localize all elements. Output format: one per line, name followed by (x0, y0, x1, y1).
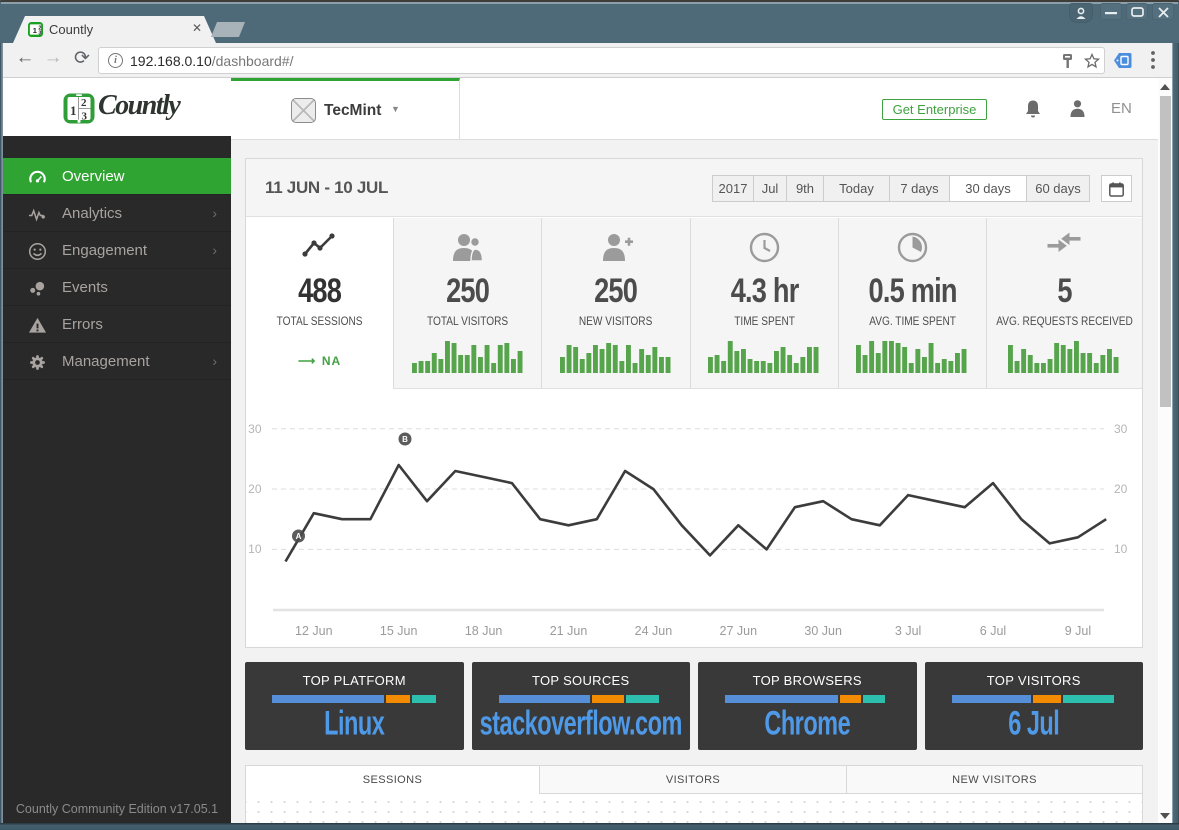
svg-text:20: 20 (248, 482, 262, 496)
svg-text:9 Jul: 9 Jul (1065, 624, 1091, 638)
svg-text:10: 10 (248, 542, 262, 556)
svg-text:10: 10 (1114, 542, 1128, 556)
svg-text:15 Jun: 15 Jun (380, 624, 418, 638)
svg-text:B: B (402, 435, 408, 444)
svg-text:6 Jul: 6 Jul (980, 624, 1006, 638)
svg-text:A: A (296, 532, 302, 541)
svg-text:2: 2 (81, 97, 87, 109)
svg-text:27 Jun: 27 Jun (720, 624, 758, 638)
svg-text:20: 20 (1114, 482, 1128, 496)
svg-text:12 Jun: 12 Jun (295, 624, 333, 638)
svg-text:3 Jul: 3 Jul (895, 624, 921, 638)
svg-text:1: 1 (33, 26, 37, 35)
svg-text:21 Jun: 21 Jun (550, 624, 588, 638)
svg-text:3: 3 (82, 111, 88, 123)
svg-text:1: 1 (70, 103, 77, 118)
svg-text:30: 30 (1114, 422, 1128, 436)
svg-text:18 Jun: 18 Jun (465, 624, 503, 638)
svg-text:24 Jun: 24 Jun (635, 624, 673, 638)
svg-text:2: 2 (38, 26, 41, 32)
svg-text:3: 3 (38, 31, 41, 37)
svg-text:30: 30 (248, 422, 262, 436)
svg-text:30 Jun: 30 Jun (804, 624, 842, 638)
